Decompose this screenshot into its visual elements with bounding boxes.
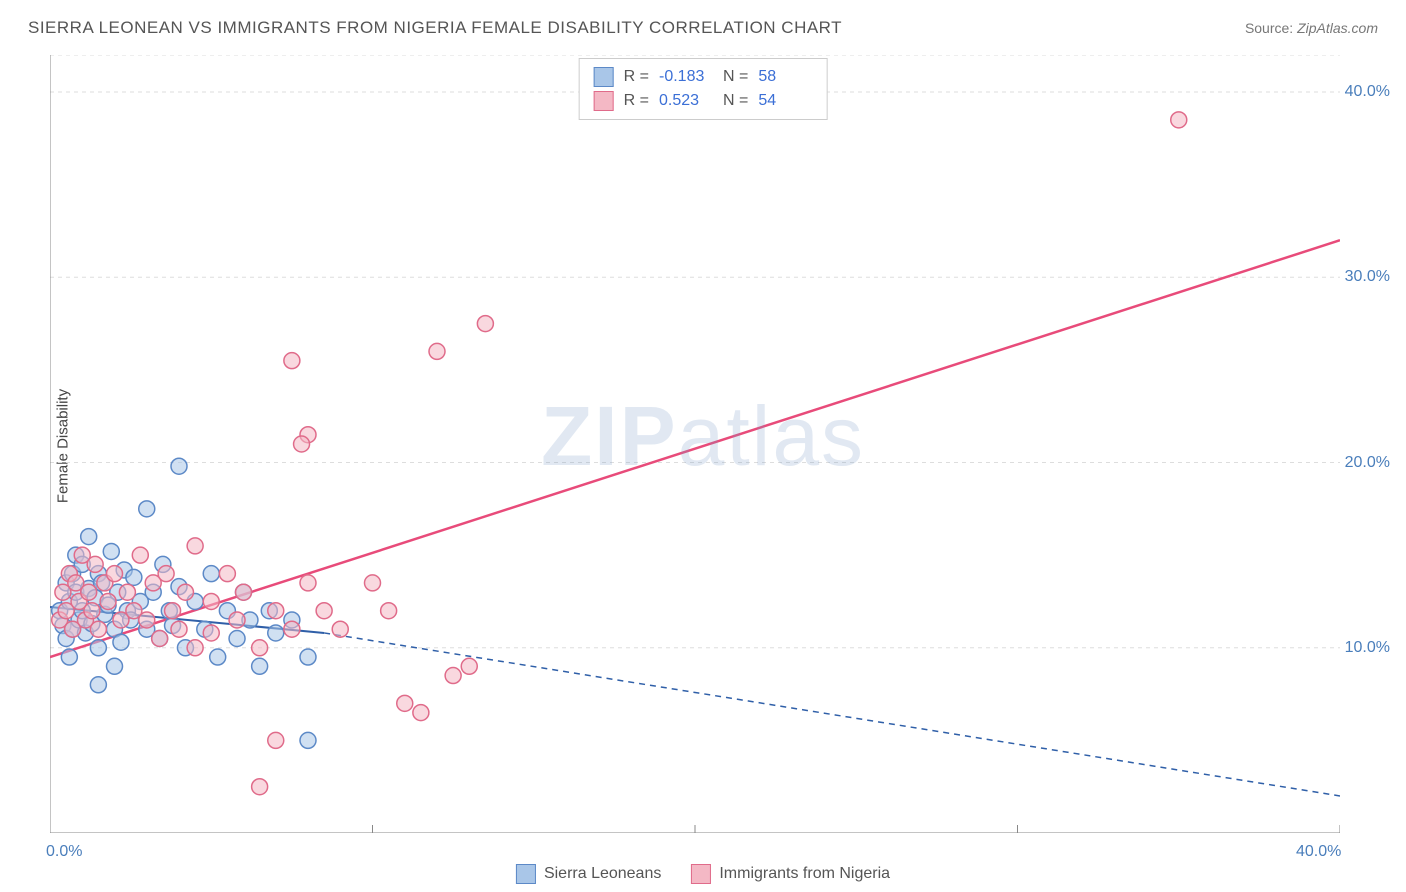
legend-swatch bbox=[594, 67, 614, 87]
legend-swatch bbox=[516, 864, 536, 884]
n-label: N = bbox=[723, 65, 748, 89]
r-label: R = bbox=[624, 89, 649, 113]
legend-swatch bbox=[691, 864, 711, 884]
legend-item: Sierra Leoneans bbox=[516, 864, 661, 884]
y-tick-label: 40.0% bbox=[1345, 83, 1390, 101]
correlation-legend: R = -0.183 N = 58 R = 0.523 N = 54 bbox=[579, 58, 828, 120]
source-label: Source: bbox=[1245, 20, 1297, 36]
chart-svg bbox=[50, 55, 1340, 833]
source-attribution: Source: ZipAtlas.com bbox=[1245, 20, 1378, 36]
legend-label: Immigrants from Nigeria bbox=[719, 865, 890, 883]
y-tick-label: 10.0% bbox=[1345, 639, 1390, 657]
n-value: 58 bbox=[758, 65, 812, 89]
legend-item: Immigrants from Nigeria bbox=[691, 864, 890, 884]
r-label: R = bbox=[624, 65, 649, 89]
chart-title: SIERRA LEONEAN VS IMMIGRANTS FROM NIGERI… bbox=[28, 18, 842, 38]
r-value: 0.523 bbox=[659, 89, 713, 113]
legend-row: R = -0.183 N = 58 bbox=[594, 65, 813, 89]
legend-swatch bbox=[594, 91, 614, 111]
x-tick-label: 40.0% bbox=[1296, 843, 1341, 861]
legend-row: R = 0.523 N = 54 bbox=[594, 89, 813, 113]
scatter-chart: 10.0%20.0%30.0%40.0%0.0%40.0% bbox=[50, 55, 1340, 833]
r-value: -0.183 bbox=[659, 65, 713, 89]
x-tick-label: 0.0% bbox=[46, 843, 82, 861]
n-label: N = bbox=[723, 89, 748, 113]
series-legend: Sierra Leoneans Immigrants from Nigeria bbox=[516, 864, 890, 884]
n-value: 54 bbox=[758, 89, 812, 113]
y-tick-label: 30.0% bbox=[1345, 268, 1390, 286]
y-tick-label: 20.0% bbox=[1345, 454, 1390, 472]
legend-label: Sierra Leoneans bbox=[544, 865, 661, 883]
source-value: ZipAtlas.com bbox=[1297, 20, 1378, 36]
